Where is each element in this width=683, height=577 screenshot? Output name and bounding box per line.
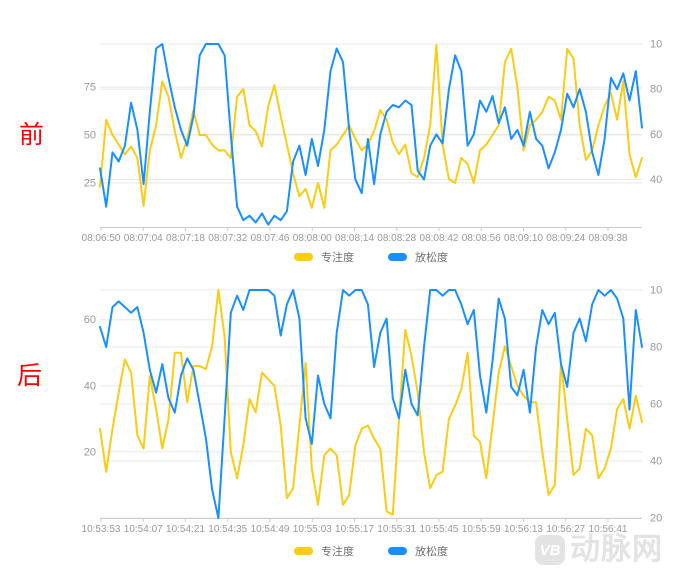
y-tick-label-right: 20: [650, 513, 662, 525]
x-tick-label: 08:08:14: [335, 233, 374, 244]
legend-label-focus: 专注度: [321, 252, 354, 264]
x-tick-label: 10:54:21: [166, 524, 205, 535]
x-tick-label: 08:07:04: [124, 233, 163, 244]
x-tick-label: 10:56:41: [589, 524, 628, 535]
x-tick-label: 08:08:28: [377, 233, 416, 244]
x-tick-label: 08:08:00: [293, 233, 332, 244]
legend-item-focus[interactable]: 专注度: [294, 249, 354, 265]
x-tick-label: 10:55:45: [420, 524, 459, 535]
x-tick-label: 10:55:59: [462, 524, 501, 535]
x-tick-label: 10:55:03: [293, 524, 332, 535]
y-tick-label-right: 40: [650, 456, 662, 468]
relax-series-swatch: [388, 547, 407, 555]
x-tick-label: 10:54:35: [208, 524, 247, 535]
watermark: VB 动脉网: [535, 535, 663, 565]
y-tick-label-right: 10: [650, 285, 662, 297]
legend-item-relax[interactable]: 放松度: [388, 543, 448, 559]
y-tick-label-left: 50: [84, 130, 96, 142]
y-tick-label-right: 10: [650, 39, 662, 51]
x-tick-label: 10:55:31: [377, 524, 416, 535]
y-tick-label-right: 40: [650, 174, 662, 186]
relax-series-swatch: [388, 253, 407, 261]
watermark-logo-text: VB: [539, 541, 561, 559]
x-tick-label: 10:56:27: [546, 524, 585, 535]
x-tick-label: 08:08:56: [462, 233, 501, 244]
x-tick-label: 08:06:50: [82, 233, 121, 244]
x-tick-label: 08:09:10: [504, 233, 543, 244]
legend-chart-after: 专注度 放松度: [100, 543, 642, 559]
focus-series-swatch: [294, 253, 313, 261]
y-tick-label-right: 80: [650, 342, 662, 354]
series-line-relax: [99, 43, 643, 226]
x-tick-label: 08:07:18: [166, 233, 205, 244]
legend-chart-before: 专注度 放松度: [100, 249, 642, 265]
x-tick-label: 10:53:53: [82, 524, 121, 535]
row-label-after: 后: [17, 363, 43, 390]
x-tick-label: 10:56:13: [504, 524, 543, 535]
y-tick-label-left: 40: [84, 380, 96, 392]
y-tick-label-left: 75: [84, 82, 96, 94]
y-tick-label-right: 80: [650, 84, 662, 96]
watermark-brand-text: 动脉网: [570, 533, 663, 566]
series-line-focus: [99, 289, 643, 516]
y-tick-label-left: 20: [84, 446, 96, 458]
y-tick-label-right: 60: [650, 129, 662, 141]
legend-item-relax[interactable]: 放松度: [388, 249, 448, 265]
x-tick-label: 08:08:42: [420, 233, 459, 244]
y-tick-label-right: 60: [650, 399, 662, 411]
y-tick-label-left: 25: [84, 177, 96, 189]
x-tick-label: 08:09:38: [589, 233, 628, 244]
x-tick-label: 08:07:46: [251, 233, 290, 244]
legend-label-relax: 放松度: [415, 252, 448, 264]
legend-item-focus[interactable]: 专注度: [294, 543, 354, 559]
x-tick-label: 08:09:24: [546, 233, 585, 244]
x-tick-label: 10:54:07: [124, 524, 163, 535]
x-tick-label: 08:07:32: [208, 233, 247, 244]
watermark-logo-icon: VB: [535, 535, 565, 565]
x-tick-label: 10:54:49: [251, 524, 290, 535]
x-tick-label: 10:55:17: [335, 524, 374, 535]
focus-series-swatch: [294, 547, 313, 555]
legend-label-focus: 专注度: [321, 546, 354, 558]
series-line-focus: [99, 44, 643, 209]
row-label-before: 前: [19, 122, 45, 149]
series-line-relax: [99, 289, 643, 519]
y-tick-label-left: 60: [84, 314, 96, 326]
legend-label-relax: 放松度: [415, 546, 448, 558]
